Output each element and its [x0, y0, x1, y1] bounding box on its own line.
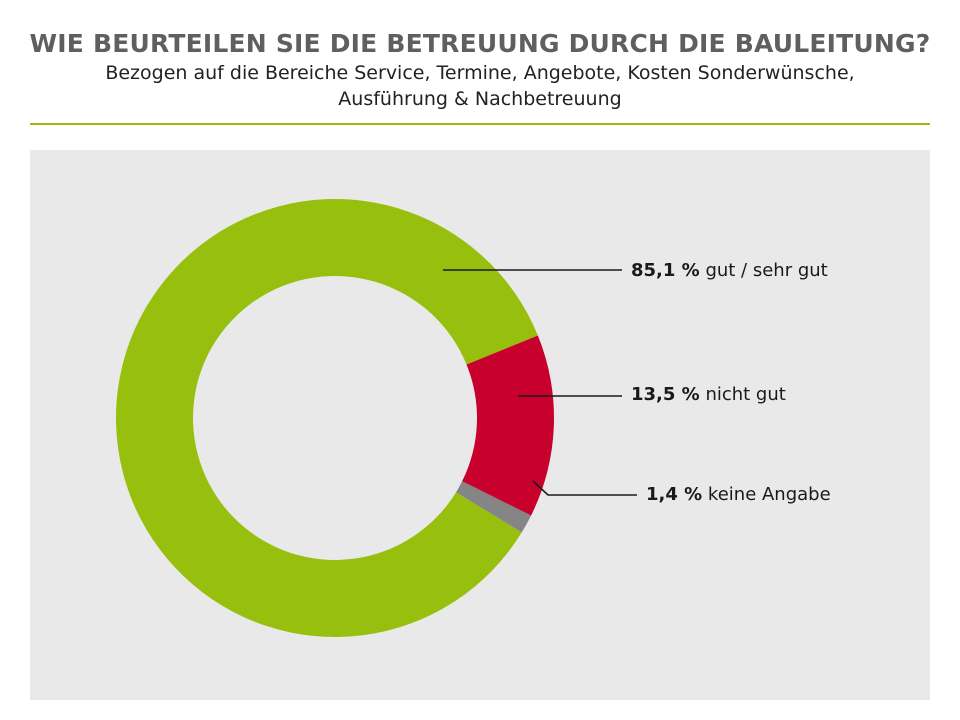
slice-value-label: 1,4 % [646, 484, 702, 505]
slice-value-label: 85,1 % [631, 260, 700, 281]
donut-slice-2 [456, 481, 532, 533]
slice-label-2: 1,4 % keine Angabe [646, 484, 831, 505]
leader-line-2 [532, 480, 637, 496]
chart-subtitle-line-2: Ausführung & Nachbetreuung [338, 88, 622, 110]
donut-slice-0 [115, 198, 538, 637]
slice-label-0: 85,1 % gut / sehr gut [631, 260, 828, 281]
slice-category-label: gut / sehr gut [700, 260, 828, 281]
header-divider [30, 123, 930, 125]
slice-label-1: 13,5 % nicht gut [631, 384, 786, 405]
chart-header: WIE BEURTEILEN SIE DIE BETREUUNG DURCH D… [0, 28, 960, 112]
chart-subtitle-line-1: Bezogen auf die Bereiche Service, Termin… [105, 62, 855, 84]
slice-category-label: keine Angabe [702, 484, 830, 505]
chart-title: WIE BEURTEILEN SIE DIE BETREUUNG DURCH D… [29, 29, 931, 58]
donut-slice-1 [462, 335, 554, 516]
slice-value-label: 13,5 % [631, 384, 700, 405]
slice-category-label: nicht gut [700, 384, 786, 405]
